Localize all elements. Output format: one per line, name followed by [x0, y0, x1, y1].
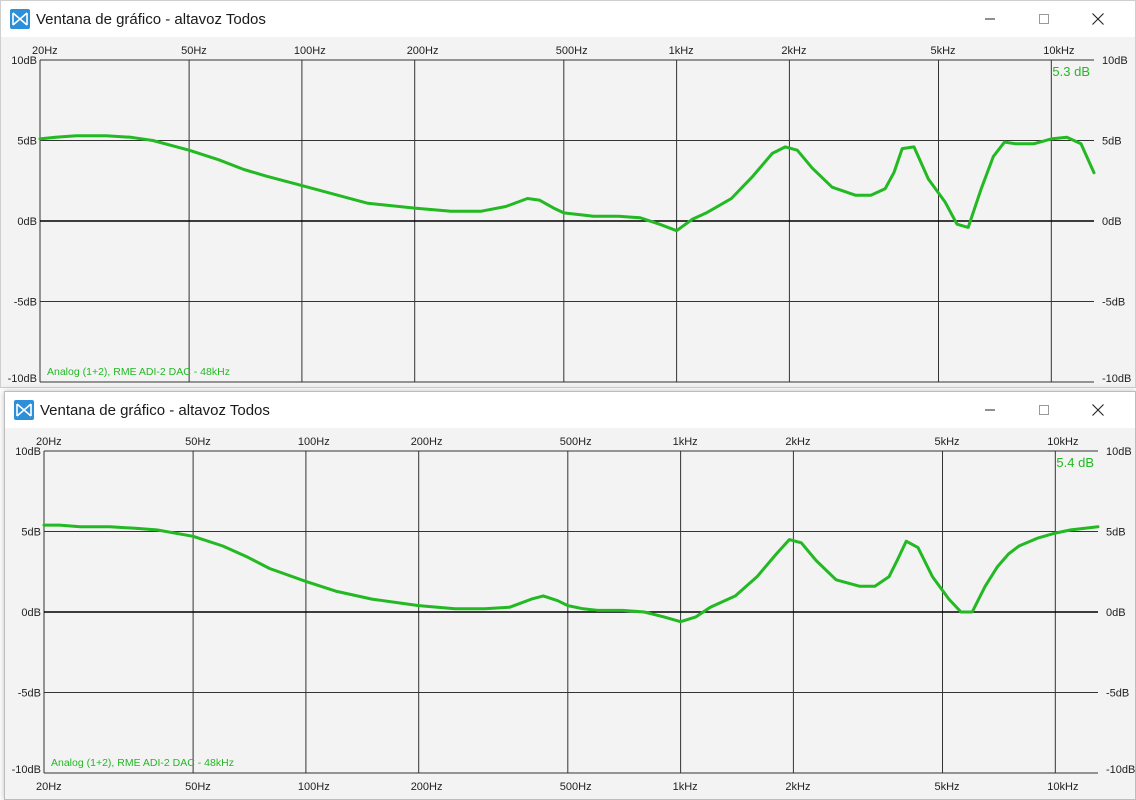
freq-tick-label-bottom: 5kHz — [935, 781, 960, 793]
freq-tick-label-bottom: 1kHz — [673, 781, 698, 793]
freq-tick-label-top: 1kHz — [673, 436, 698, 448]
title-bar[interactable]: Ventana de gráfico - altavoz Todos — [1, 1, 1135, 37]
db-tick-label-right: -10dB — [1106, 764, 1135, 776]
db-tick-label-left: 0dB — [21, 607, 41, 619]
freq-tick-label-top: 5kHz — [935, 436, 960, 448]
freq-tick-label-top: 2kHz — [781, 45, 806, 57]
freq-tick-label-top: 10kHz — [1047, 436, 1078, 448]
freq-tick-label-bottom: 50Hz — [185, 781, 211, 793]
freq-tick-label-bottom: 2kHz — [785, 781, 810, 793]
freq-tick-label-top: 100Hz — [294, 45, 326, 57]
maximize-button[interactable] — [1021, 1, 1067, 37]
freq-tick-label-top: 5kHz — [931, 45, 956, 57]
db-tick-label-right: 10dB — [1106, 446, 1132, 458]
plot-canvas[interactable]: 20Hz 50Hz 100Hz 200Hz 500Hz 1kHz 2kHz 5kHz 10kHz… — [1, 37, 1135, 388]
minimize-icon — [985, 409, 995, 411]
db-tick-label-left: 5dB — [17, 136, 37, 148]
graph-window-1[interactable]: Ventana de gráfico - altavoz Todos 20Hz 5… — [0, 0, 1136, 388]
title-bar[interactable]: Ventana de gráfico - altavoz Todos — [5, 392, 1135, 428]
freq-tick-label-bottom: 500Hz — [560, 781, 592, 793]
app-logo-icon — [14, 400, 34, 420]
frequency-response-plot[interactable]: 20Hz 50Hz 100Hz 200Hz 500Hz 1kHz 2kHz 5kHz 10kHz… — [1, 37, 1135, 388]
freq-tick-label-top: 20Hz — [36, 436, 62, 448]
close-button[interactable] — [1075, 392, 1121, 428]
maximize-icon — [1039, 14, 1049, 24]
graph-window-2[interactable]: Ventana de gráfico - altavoz Todos 20Hz 2… — [4, 391, 1136, 800]
minimize-button[interactable] — [967, 1, 1013, 37]
db-tick-label-left: -5dB — [14, 297, 37, 309]
minimize-button[interactable] — [967, 392, 1013, 428]
freq-tick-label-top: 500Hz — [560, 436, 592, 448]
maximize-icon — [1039, 405, 1049, 415]
window-title: Ventana de gráfico - altavoz Todos — [40, 401, 270, 419]
db-tick-label-right: -5dB — [1102, 297, 1125, 309]
freq-tick-label-bottom: 100Hz — [298, 781, 330, 793]
db-tick-label-left: -5dB — [18, 688, 41, 700]
peak-readout: 5.4 dB — [1056, 455, 1094, 470]
freq-tick-label-top: 200Hz — [407, 45, 439, 57]
db-tick-label-left: 10dB — [15, 446, 41, 458]
freq-tick-label-top: 2kHz — [785, 436, 810, 448]
app-logo-icon — [10, 9, 30, 29]
response-curve — [42, 523, 1100, 624]
db-tick-label-right: 10dB — [1102, 55, 1128, 67]
plot-canvas[interactable]: 20Hz 20Hz 50Hz 50Hz 100Hz 100Hz 200Hz 200Hz 500H… — [5, 428, 1135, 800]
db-tick-label-right: 0dB — [1106, 607, 1126, 619]
db-tick-label-right: -5dB — [1106, 688, 1129, 700]
close-icon — [1092, 404, 1104, 416]
close-button[interactable] — [1075, 1, 1121, 37]
device-label: Analog (1+2), RME ADI-2 DAC - 48kHz — [51, 757, 234, 769]
freq-tick-label-top: 50Hz — [185, 436, 211, 448]
peak-readout: 5.3 dB — [1052, 64, 1090, 79]
db-tick-label-right: 5dB — [1102, 136, 1122, 148]
db-tick-label-left: 5dB — [21, 527, 41, 539]
freq-tick-label-top: 50Hz — [181, 45, 207, 57]
db-tick-label-right: 0dB — [1102, 216, 1122, 228]
freq-tick-label-top: 200Hz — [411, 436, 443, 448]
close-icon — [1092, 13, 1104, 25]
db-tick-label-left: -10dB — [12, 764, 41, 776]
freq-tick-label-bottom: 200Hz — [411, 781, 443, 793]
window-title: Ventana de gráfico - altavoz Todos — [36, 10, 266, 28]
frequency-response-plot[interactable]: 20Hz 20Hz 50Hz 50Hz 100Hz 100Hz 200Hz 200Hz 500H… — [5, 428, 1135, 800]
db-tick-label-left: -10dB — [8, 373, 37, 385]
maximize-button[interactable] — [1021, 392, 1067, 428]
freq-tick-label-top: 10kHz — [1043, 45, 1074, 57]
freq-tick-label-top: 100Hz — [298, 436, 330, 448]
minimize-icon — [985, 18, 995, 20]
freq-tick-label-top: 1kHz — [669, 45, 694, 57]
db-tick-label-right: -10dB — [1102, 373, 1131, 385]
freq-tick-label-top: 20Hz — [32, 45, 58, 57]
freq-tick-label-bottom: 20Hz — [36, 781, 62, 793]
response-curve — [38, 134, 1096, 233]
device-label: Analog (1+2), RME ADI-2 DAC - 48kHz — [47, 366, 230, 378]
freq-tick-label-top: 500Hz — [556, 45, 588, 57]
freq-tick-label-bottom: 10kHz — [1047, 781, 1078, 793]
db-tick-label-left: 10dB — [11, 55, 37, 67]
db-tick-label-left: 0dB — [17, 216, 37, 228]
db-tick-label-right: 5dB — [1106, 527, 1126, 539]
